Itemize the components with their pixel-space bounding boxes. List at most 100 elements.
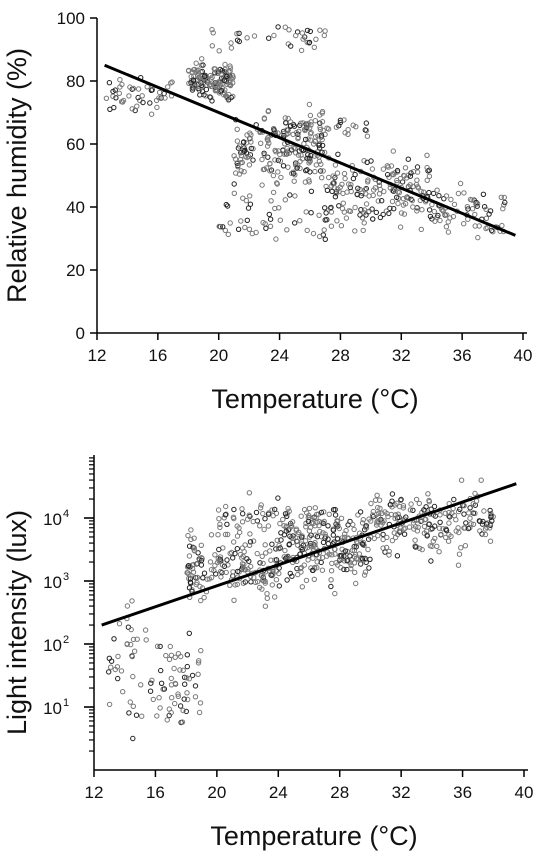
humidity-point	[390, 148, 396, 154]
humidity-point	[268, 198, 274, 204]
light-point	[171, 665, 177, 672]
humidity-point	[297, 165, 303, 172]
light-point	[259, 553, 265, 559]
light-point	[388, 511, 394, 518]
humidity-point	[291, 145, 297, 151]
humidity-point	[330, 180, 336, 187]
light-point	[158, 667, 164, 674]
light-point	[106, 669, 112, 675]
humidity-point	[342, 175, 348, 182]
humidity-point	[394, 167, 401, 174]
light-point	[334, 518, 341, 525]
humidity-point	[317, 126, 324, 133]
light-point	[262, 603, 269, 609]
humidity-point	[319, 110, 325, 116]
humidity-point	[287, 119, 294, 125]
humidity-point	[395, 200, 401, 207]
light-point	[246, 490, 253, 496]
light-point	[398, 496, 404, 503]
humidity-point	[319, 119, 326, 125]
humidity-point	[321, 227, 327, 233]
humidity-point	[445, 219, 451, 225]
light-point	[275, 495, 281, 501]
light-point	[314, 565, 320, 571]
light-point	[216, 558, 223, 564]
humidity-point	[117, 77, 123, 83]
light-point	[262, 516, 268, 522]
light-point	[443, 534, 449, 541]
light-point	[310, 567, 316, 573]
light-point	[215, 507, 222, 513]
humidity-point	[352, 204, 358, 211]
light-point	[305, 515, 311, 521]
humidity-point	[216, 83, 223, 89]
humidity-point	[270, 189, 277, 196]
humidity-point	[227, 63, 233, 69]
humidity-point	[320, 168, 326, 174]
light-point	[124, 603, 131, 609]
humidity-point	[328, 204, 334, 211]
light-point	[120, 689, 126, 695]
light-point	[328, 577, 334, 583]
light-point	[363, 525, 370, 531]
light-point	[487, 521, 494, 527]
humidity-point	[285, 115, 291, 122]
light-point	[147, 688, 154, 694]
humidity-point	[352, 228, 358, 234]
humidity-point	[312, 168, 318, 175]
light-point	[428, 558, 434, 564]
light-point	[218, 568, 224, 575]
humidity-point	[238, 218, 244, 224]
humidity-point	[264, 143, 271, 149]
humidity-point	[336, 203, 342, 209]
humidity-point	[389, 198, 396, 205]
light-point	[447, 514, 453, 520]
humidity-point	[322, 205, 328, 211]
light-point	[350, 521, 356, 528]
light-point	[234, 546, 241, 552]
humidity-x-tick-label: 20	[209, 346, 228, 365]
humidity-point	[317, 168, 324, 174]
light-point	[216, 516, 222, 522]
light-point	[224, 521, 230, 527]
humidity-point	[319, 136, 325, 143]
humidity-point	[209, 26, 215, 33]
light-point	[437, 519, 443, 525]
light-point	[352, 569, 358, 576]
humidity-point	[355, 185, 361, 192]
humidity-point	[483, 215, 490, 222]
light-point	[303, 577, 310, 584]
humidity-point	[498, 194, 504, 201]
light-point	[157, 705, 163, 711]
humidity-point	[320, 127, 326, 134]
light-point	[282, 511, 289, 517]
humidity-y-tick-label: 100	[57, 9, 85, 28]
humidity-point	[259, 182, 265, 188]
humidity-point	[206, 82, 213, 89]
humidity-x-tick-label: 28	[331, 346, 350, 365]
humidity-point	[308, 122, 314, 128]
light-point	[157, 643, 163, 650]
light-point	[457, 506, 463, 512]
humidity-point	[426, 173, 433, 180]
humidity-point	[224, 95, 231, 101]
light-point	[130, 636, 137, 643]
humidity-point	[110, 88, 116, 95]
humidity-point	[391, 206, 397, 212]
light-point	[192, 683, 199, 689]
light-point	[429, 543, 435, 550]
humidity-point	[235, 226, 242, 233]
light-point	[186, 543, 193, 549]
humidity-point	[234, 31, 240, 37]
humidity-point	[265, 108, 272, 114]
light-point	[106, 701, 113, 708]
light-point	[128, 641, 134, 648]
humidity-point	[228, 45, 235, 51]
light-point	[257, 505, 264, 511]
light-point	[462, 525, 468, 531]
humidity-point	[345, 127, 351, 133]
humidity-point	[276, 205, 282, 211]
humidity-point	[375, 198, 381, 204]
humidity-point	[424, 164, 430, 171]
humidity-point	[330, 180, 337, 186]
